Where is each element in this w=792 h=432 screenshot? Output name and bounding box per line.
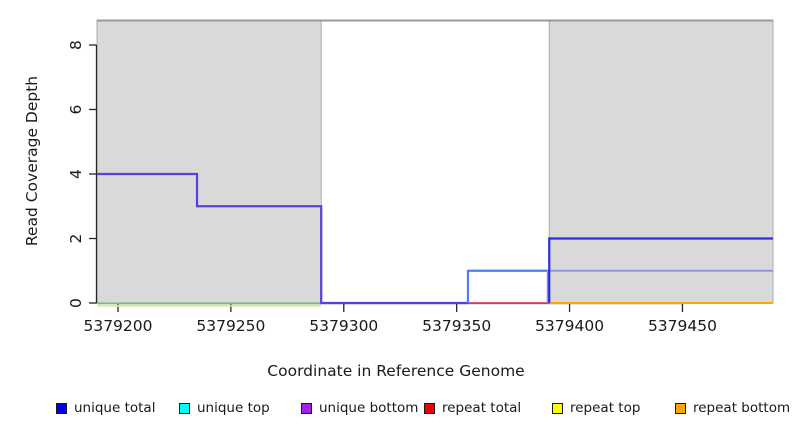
legend-item-repeat-top: repeat top [552, 400, 641, 416]
y-axis-title: Read Coverage Depth [23, 75, 41, 247]
legend-swatch-icon [552, 403, 563, 414]
legend-label: unique bottom [319, 400, 419, 416]
y-tick-label: 4 [67, 169, 85, 179]
legend-swatch-icon [675, 403, 686, 414]
left-gray-region [96, 19, 322, 304]
legend-item-repeat-bottom: repeat bottom [675, 400, 791, 416]
series-line-unique-mid-dodgerblue [466, 269, 550, 303]
legend-label: repeat bottom [693, 400, 791, 416]
legend-swatch-icon [56, 403, 67, 414]
legend-label: unique total [74, 400, 156, 416]
right-gray-region [548, 19, 774, 304]
legend-item-unique-total: unique total [56, 400, 156, 416]
series-line-unique-total-right-blue [548, 237, 773, 303]
x-tick-label: 5379450 [648, 317, 717, 335]
x-axis-title: Coordinate in Reference Genome [267, 362, 525, 380]
x-tick-label: 5379200 [83, 317, 152, 335]
x-tick-label: 5379350 [422, 317, 491, 335]
legend-label: repeat total [442, 400, 522, 416]
legend-item-unique-top: unique top [179, 400, 270, 416]
legend-swatch-icon [179, 403, 190, 414]
series-line-unique-total-left-blueviolet [97, 172, 468, 305]
legend-swatch-icon [301, 403, 312, 414]
legend-swatch-icon [424, 403, 435, 414]
y-tick-label: 8 [67, 40, 85, 50]
x-tick-label: 5379250 [196, 317, 265, 335]
y-tick-label: 6 [67, 105, 85, 115]
x-tick-label: 5379300 [309, 317, 378, 335]
legend-label: repeat top [570, 400, 641, 416]
x-tick-label: 5379400 [535, 317, 604, 335]
legend-label: unique top [197, 400, 270, 416]
y-tick-label: 0 [67, 298, 85, 308]
series-line-strand-right-lightviolet [546, 269, 773, 303]
y-tick-label: 2 [67, 234, 85, 244]
legend-item-repeat-total: repeat total [424, 400, 522, 416]
legend-item-unique-bottom: unique bottom [301, 400, 419, 416]
